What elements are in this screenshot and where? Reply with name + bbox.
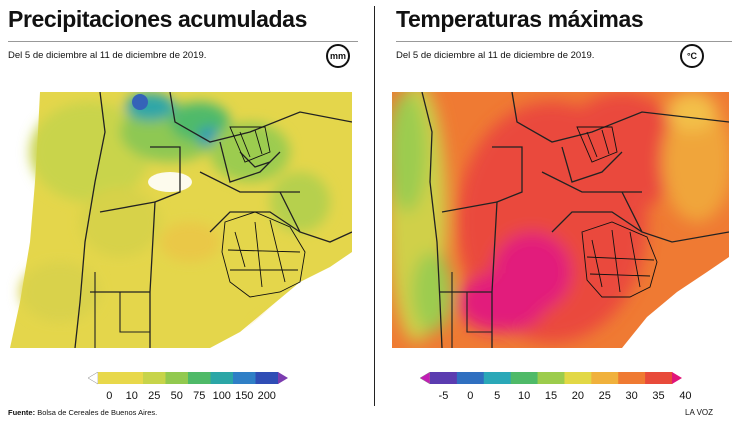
legend-color-step	[483, 372, 512, 384]
temperature-date-range: Del 5 de diciembre al 11 de diciembre de…	[396, 50, 595, 61]
temperature-map-graphic	[392, 92, 729, 348]
legend-tick-label: 0	[467, 390, 474, 402]
temperature-panel: Temperaturas máximas Del 5 de diciembre …	[380, 0, 750, 422]
legend-color-step	[233, 372, 256, 384]
panel-divider	[374, 6, 375, 406]
legend-tick-label: 150	[235, 390, 254, 402]
legend-color-step	[165, 372, 189, 384]
legend-tick-label: 10	[125, 390, 138, 402]
legend-color-step	[143, 372, 166, 384]
precipitation-map-graphic	[0, 92, 352, 348]
source-label: Fuente:	[8, 408, 36, 417]
legend-tick-label: 50	[170, 390, 183, 402]
legend-arrow-low	[87, 371, 99, 385]
publisher-credit: LA VOZ	[685, 408, 714, 417]
legend-color-step	[564, 372, 592, 384]
precipitation-legend-bar	[87, 371, 288, 391]
legend-color-step	[456, 372, 485, 384]
legend-tick-label: 35	[652, 390, 665, 402]
legend-tick-label: 25	[148, 390, 161, 402]
legend-arrow-high	[278, 372, 288, 384]
legend-tick-label: 200	[257, 390, 276, 402]
precipitation-map	[0, 92, 352, 348]
legend-color-step	[618, 372, 646, 384]
legend-color-step	[255, 372, 279, 384]
temperature-unit-badge: °C	[680, 44, 704, 68]
legend-color-step	[98, 372, 121, 384]
temperature-legend-labels: -5 0 5 10 15 20 25 30 35 40	[420, 390, 692, 404]
legend-arrow-low	[419, 371, 431, 385]
source-note: Fuente: Bolsa de Cereales de Buenos Aire…	[8, 408, 157, 417]
source-text: Bolsa de Cereales de Buenos Aires.	[37, 408, 158, 417]
temperature-title: Temperaturas máximas	[396, 6, 644, 32]
temperature-legend-bar	[419, 371, 682, 391]
temperature-legend-graphic	[419, 371, 682, 385]
legend-tick-label: 100	[212, 390, 231, 402]
legend-arrow-high	[672, 372, 682, 384]
legend-tick-label: 75	[193, 390, 206, 402]
legend-color-step	[430, 372, 458, 384]
legend-tick-label: 40	[679, 390, 692, 402]
legend-color-step	[188, 372, 211, 384]
legend-tick-label: 15	[544, 390, 558, 402]
legend-tick-label: 5	[494, 390, 501, 402]
legend-tick-label: 10	[517, 390, 531, 402]
legend-tick-label: 30	[625, 390, 638, 402]
precipitation-legend-graphic	[87, 371, 288, 385]
precipitation-panel: Precipitaciones acumuladas Del 5 de dici…	[0, 0, 370, 422]
legend-color-step	[210, 372, 234, 384]
legend-color-step	[120, 372, 144, 384]
legend-tick-label: -5	[438, 390, 449, 402]
legend-tick-label: 0	[106, 390, 113, 402]
title-rule	[396, 41, 732, 42]
legend-tick-label: 20	[571, 390, 584, 402]
legend-color-step	[591, 372, 619, 384]
legend-tick-label: 25	[598, 390, 611, 402]
legend-color-step	[645, 372, 673, 384]
legend-color-step	[537, 372, 565, 384]
precipitation-title: Precipitaciones acumuladas	[8, 6, 307, 32]
precipitation-date-range: Del 5 de diciembre al 11 de diciembre de…	[8, 50, 207, 61]
legend-color-step	[510, 372, 539, 384]
title-rule	[8, 41, 358, 42]
precipitation-unit-badge: mm	[326, 44, 350, 68]
precipitation-legend-labels: 0 10 25 50 75 100 150 200	[88, 390, 288, 404]
temperature-map	[392, 92, 729, 348]
